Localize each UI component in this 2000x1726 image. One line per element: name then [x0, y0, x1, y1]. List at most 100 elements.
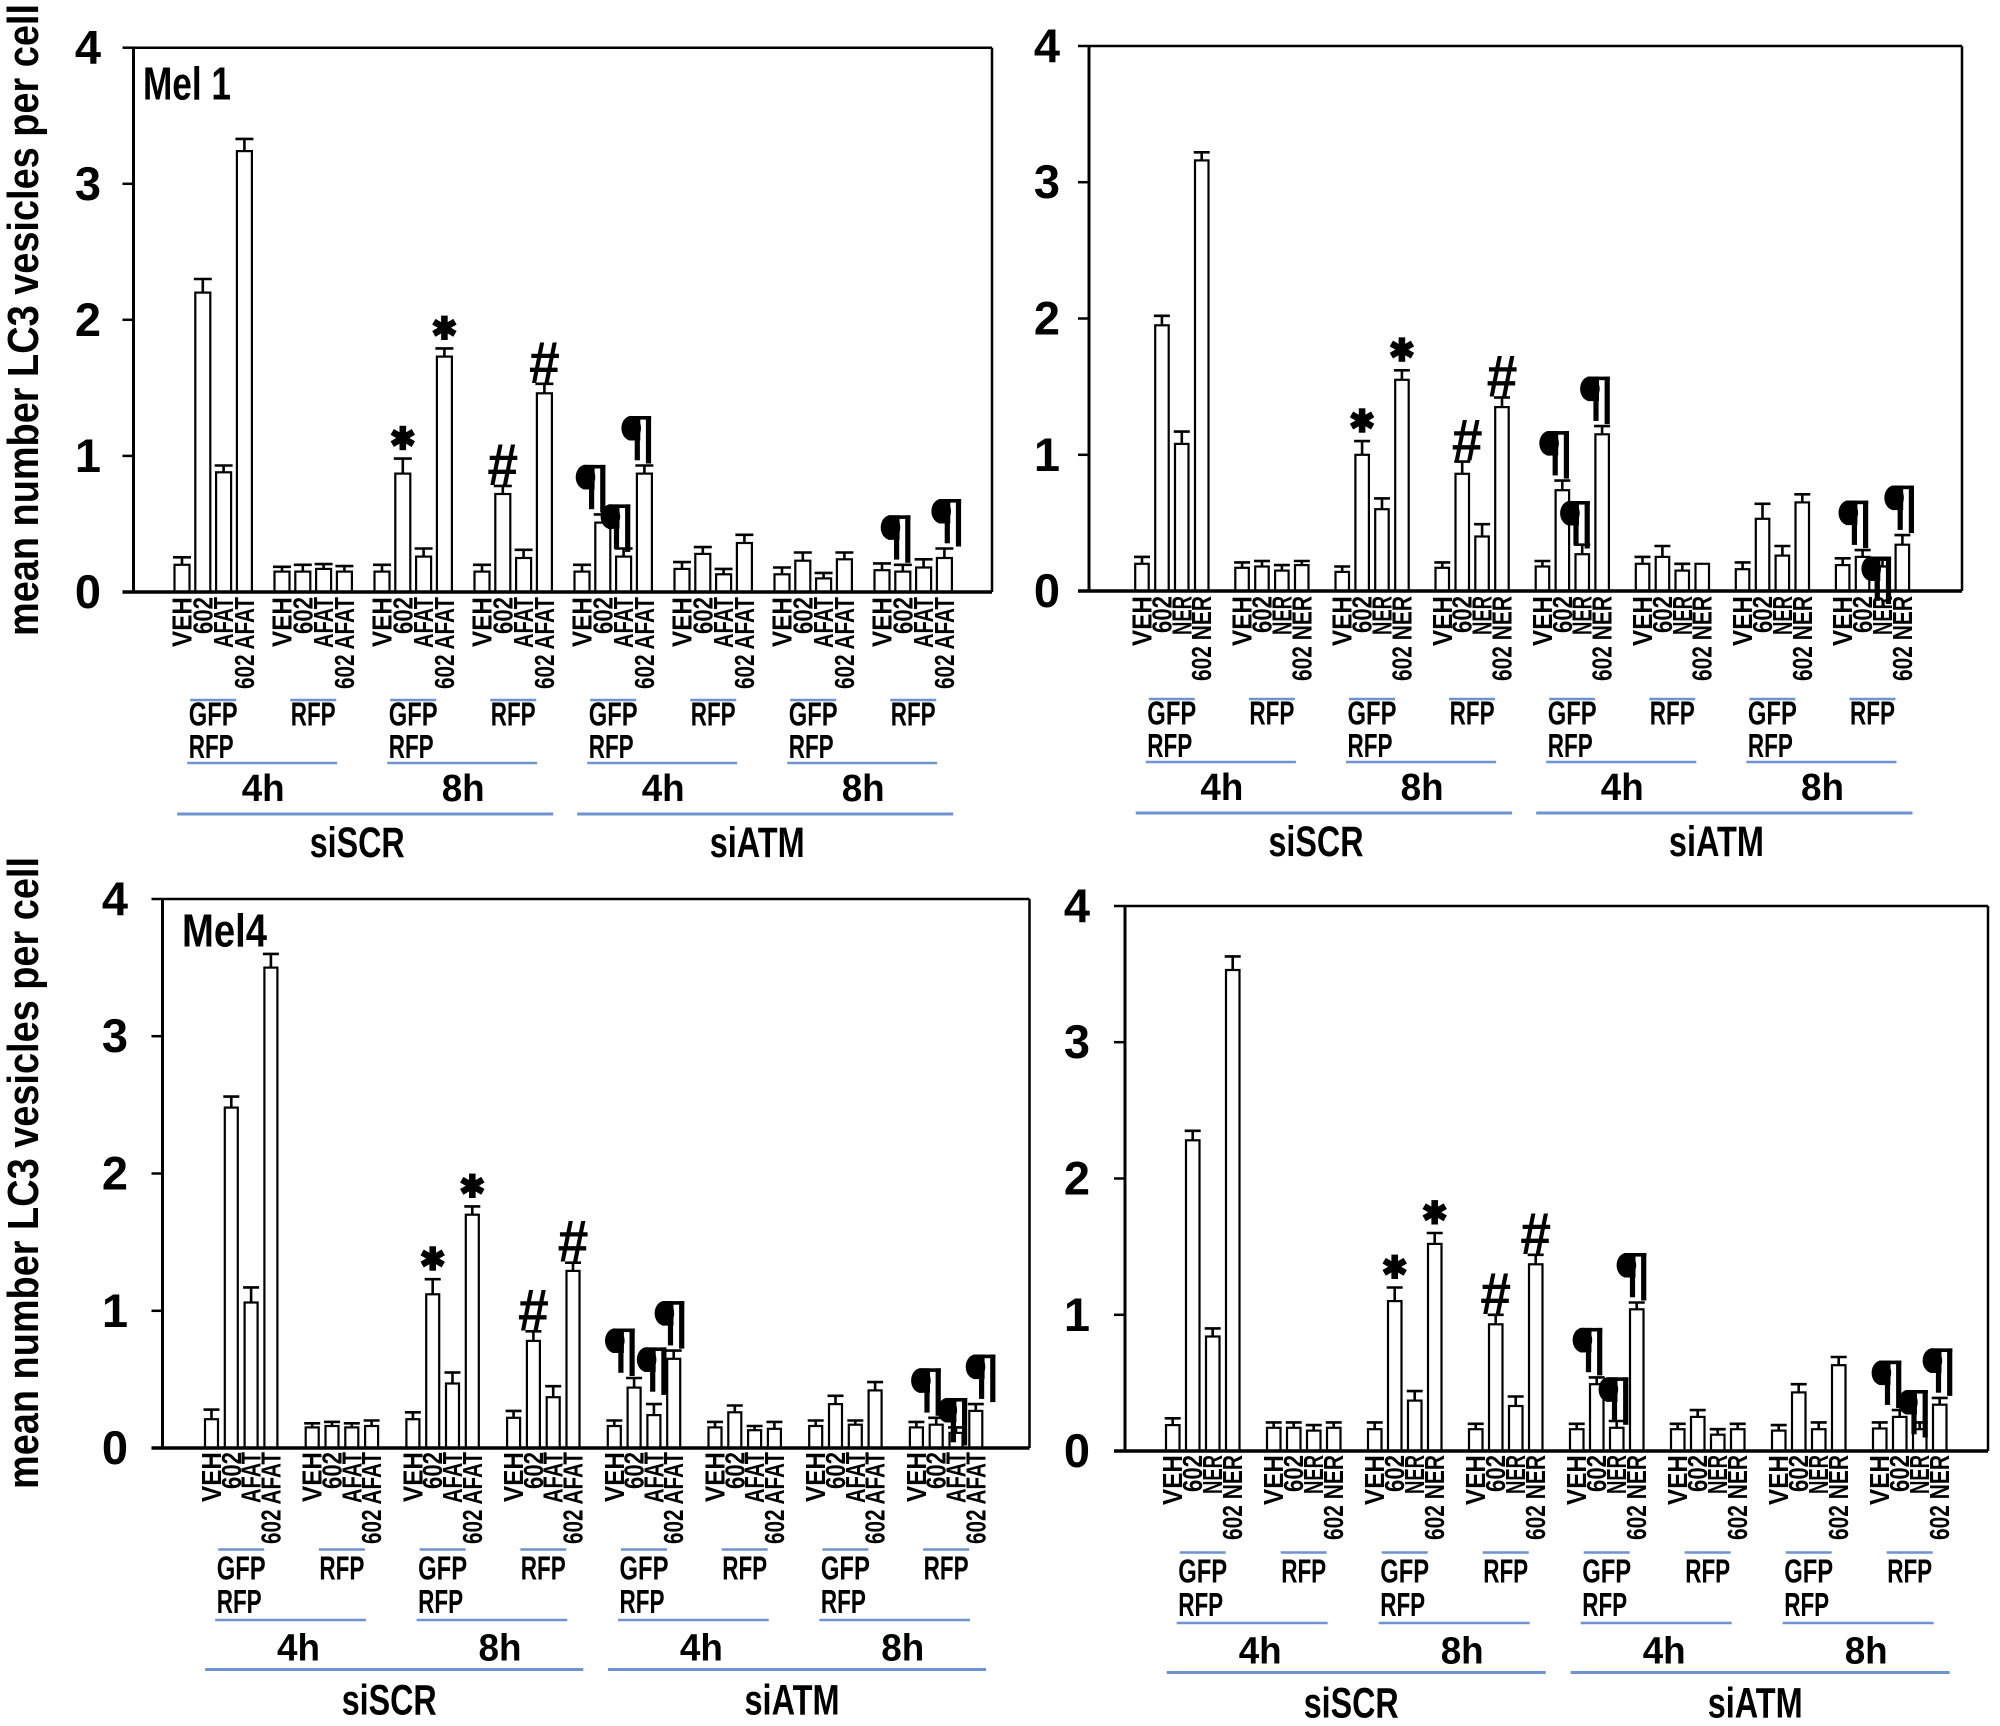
svg-text:VEH: VEH: [1157, 1455, 1188, 1505]
svg-text:RFP: RFP: [1850, 695, 1895, 732]
svg-text:#: #: [1487, 344, 1518, 410]
svg-text:602 AFAT: 602 AFAT: [529, 597, 560, 689]
svg-text:AFAT: AFAT: [708, 597, 739, 648]
svg-text:RFP: RFP: [620, 1583, 665, 1620]
svg-text:602 AFAT: 602 AFAT: [759, 1452, 790, 1544]
svg-text:NER: NER: [1266, 596, 1297, 635]
svg-text:602 NER: 602 NER: [1217, 1455, 1248, 1540]
svg-text:602: 602: [1278, 1455, 1309, 1492]
svg-text:602: 602: [1547, 596, 1578, 633]
svg-text:602 NER: 602 NER: [1386, 596, 1417, 681]
svg-text:VEH: VEH: [1527, 596, 1558, 646]
svg-text:VEH: VEH: [1359, 1455, 1390, 1505]
svg-text:602 NER: 602 NER: [1419, 1455, 1450, 1540]
svg-text:GFP: GFP: [589, 696, 638, 733]
svg-text:AFAT: AFAT: [638, 1452, 669, 1503]
svg-text:NER: NER: [1298, 1455, 1329, 1494]
svg-text:VEH: VEH: [498, 1452, 529, 1502]
svg-text:siATM: siATM: [710, 819, 805, 867]
svg-text:1: 1: [75, 429, 101, 482]
svg-text:RFP: RFP: [291, 696, 336, 733]
svg-text:#: #: [1480, 1261, 1511, 1327]
svg-text:602: 602: [417, 1452, 448, 1489]
svg-text:602: 602: [1884, 1455, 1915, 1492]
svg-text:AFAT: AFAT: [908, 597, 939, 648]
svg-text:0: 0: [1034, 564, 1060, 617]
svg-text:AFAT: AFAT: [941, 1452, 972, 1503]
svg-text:VEH: VEH: [901, 1452, 932, 1502]
svg-text:AFAT: AFAT: [208, 597, 239, 648]
svg-text:#: #: [1452, 408, 1483, 474]
svg-text:4h: 4h: [1239, 1631, 1282, 1673]
svg-text:#: #: [487, 432, 518, 498]
svg-text:602 NER: 602 NER: [1520, 1455, 1551, 1540]
svg-text:RFP: RFP: [1784, 1586, 1829, 1623]
svg-text:8h: 8h: [1401, 767, 1444, 809]
svg-text:602 NER: 602 NER: [1587, 596, 1618, 681]
svg-text:VEH: VEH: [567, 597, 598, 647]
svg-text:4h: 4h: [277, 1628, 320, 1670]
svg-text:AFAT: AFAT: [840, 1452, 871, 1503]
svg-text:VEH: VEH: [667, 597, 698, 647]
svg-text:GFP: GFP: [620, 1550, 669, 1587]
svg-text:RFP: RFP: [1483, 1553, 1528, 1590]
svg-text:602: 602: [518, 1452, 549, 1489]
svg-text:RFP: RFP: [389, 728, 434, 765]
svg-text:VEH: VEH: [599, 1452, 630, 1502]
svg-text:602 NER: 602 NER: [1487, 596, 1518, 681]
svg-text:siSCR: siSCR: [1304, 1680, 1399, 1726]
svg-text:RFP: RFP: [1450, 695, 1495, 732]
svg-text:mean number LC3 vesicles per c: mean number LC3 vesicles per cell: [0, 857, 48, 1489]
svg-text:GFP: GFP: [1348, 695, 1397, 732]
svg-text:RFP: RFP: [189, 728, 234, 765]
svg-text:602 AFAT: 602 AFAT: [729, 597, 760, 689]
svg-text:GFP: GFP: [1784, 1553, 1833, 1590]
svg-text:8h: 8h: [1441, 1631, 1484, 1673]
svg-text:VEH: VEH: [467, 597, 498, 647]
svg-text:VEH: VEH: [1258, 1455, 1289, 1505]
svg-text:602 NER: 602 NER: [1286, 596, 1317, 681]
svg-text:AFAT: AFAT: [508, 597, 539, 648]
svg-text:NER: NER: [1767, 596, 1798, 635]
svg-text:602 AFAT: 602 AFAT: [829, 597, 860, 689]
svg-text:RFP: RFP: [1380, 1586, 1425, 1623]
svg-text:GFP: GFP: [217, 1550, 266, 1587]
svg-text:#: #: [529, 330, 560, 396]
svg-text:RFP: RFP: [589, 728, 634, 765]
svg-text:GFP: GFP: [189, 696, 238, 733]
svg-text:VEH: VEH: [367, 597, 398, 647]
svg-text:0: 0: [1064, 1424, 1090, 1477]
svg-text:602: 602: [1682, 1455, 1713, 1492]
svg-text:602: 602: [317, 1452, 348, 1489]
svg-text:602: 602: [1783, 1455, 1814, 1492]
svg-text:GFP: GFP: [821, 1550, 870, 1587]
svg-text:602: 602: [1177, 1455, 1208, 1492]
svg-text:602 NER: 602 NER: [1787, 596, 1818, 681]
svg-text:RFP: RFP: [319, 1550, 364, 1587]
svg-text:4h: 4h: [242, 768, 285, 810]
svg-text:2: 2: [102, 1147, 128, 1200]
svg-text:AFAT: AFAT: [739, 1452, 770, 1503]
svg-text:GFP: GFP: [1748, 695, 1797, 732]
svg-text:RFP: RFP: [1249, 695, 1294, 732]
svg-text:RFP: RFP: [1281, 1553, 1326, 1590]
svg-text:602: 602: [787, 597, 818, 634]
svg-text:602 AFAT: 602 AFAT: [658, 1452, 689, 1544]
svg-text:GFP: GFP: [418, 1550, 467, 1587]
svg-text:602 AFAT: 602 AFAT: [356, 1452, 387, 1544]
svg-text:VEH: VEH: [767, 597, 798, 647]
svg-text:Mel4: Mel4: [182, 905, 267, 957]
svg-text:602 AFAT: 602 AFAT: [629, 597, 660, 689]
svg-text:NER: NER: [1667, 596, 1698, 635]
svg-text:siSCR: siSCR: [310, 819, 405, 867]
svg-text:NER: NER: [1467, 596, 1498, 635]
svg-text:602: 602: [1247, 596, 1278, 633]
svg-text:RFP: RFP: [1887, 1553, 1932, 1590]
svg-text:RFP: RFP: [1178, 1586, 1223, 1623]
svg-text:602: 602: [1647, 596, 1678, 633]
svg-text:RFP: RFP: [521, 1550, 566, 1587]
svg-text:siATM: siATM: [1669, 818, 1764, 866]
svg-text:AFAT: AFAT: [336, 1452, 367, 1503]
svg-text:602: 602: [587, 597, 618, 634]
svg-text:siSCR: siSCR: [342, 1677, 437, 1725]
